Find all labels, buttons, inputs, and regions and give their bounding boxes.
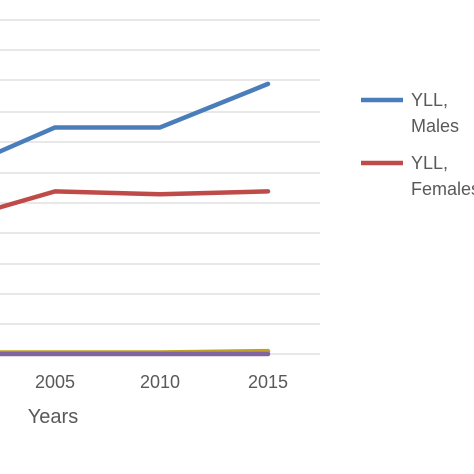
series-lines xyxy=(0,81,271,357)
legend-label: Females xyxy=(411,179,474,199)
legend-label: Males xyxy=(411,116,459,136)
series-line-2 xyxy=(0,189,271,210)
x-tick-label: 2015 xyxy=(248,372,288,392)
x-tick-label: 2010 xyxy=(140,372,180,392)
legend: YLL, Males YLL, Females xyxy=(361,90,474,199)
series-line-1 xyxy=(0,81,271,154)
x-axis-title: Years xyxy=(28,406,78,428)
legend-label: YLL, xyxy=(411,153,448,173)
legend-label: YLL, xyxy=(411,90,448,110)
x-axis-ticks: 2005 2010 2015 xyxy=(35,372,288,392)
gridlines xyxy=(0,19,320,355)
x-tick-label: 2005 xyxy=(35,372,75,392)
